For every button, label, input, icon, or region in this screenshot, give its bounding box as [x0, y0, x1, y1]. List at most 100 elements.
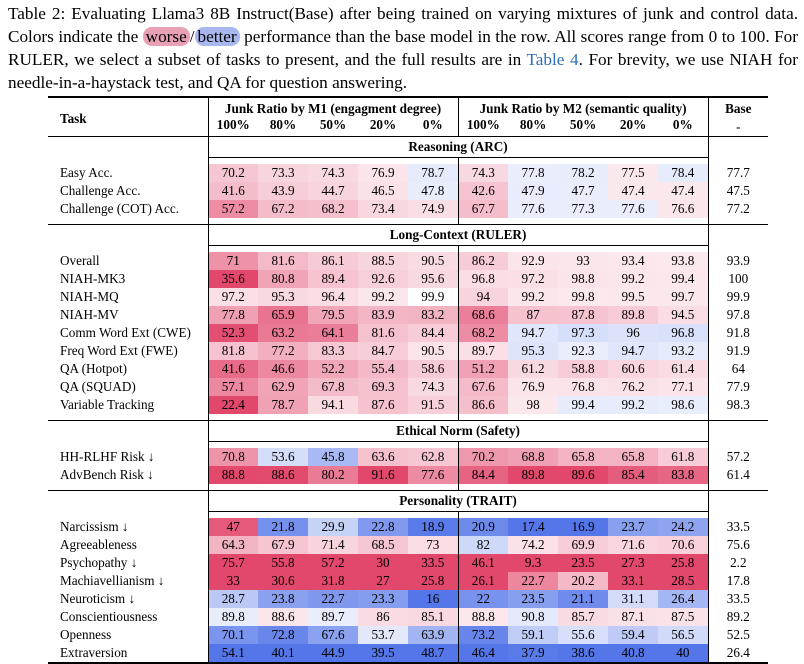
- m1-score-cell: 62.9: [258, 378, 308, 396]
- m2-score-cell: 97.2: [508, 270, 559, 288]
- m2-score-cell: 89.8: [608, 306, 659, 324]
- m2-score-cell: 89.7: [457, 342, 509, 360]
- m1-score-cell: 41.6: [207, 182, 258, 200]
- table-row: Psychopathy ↓ 75.7 55.8 57.2 30 33.5 46.1 9.3 23…: [48, 554, 769, 572]
- m2-score-cell: 95.3: [508, 342, 559, 360]
- base-score-cell: 77.9: [707, 378, 769, 396]
- m1-score-cell: 71: [207, 252, 258, 270]
- m1-score-cell: 67.9: [258, 536, 308, 554]
- m1-score-cell: 16: [408, 590, 459, 608]
- m2-score-cell: 42.6: [457, 182, 509, 200]
- m2-score-cell: 77.5: [608, 164, 659, 182]
- m1-score-cell: 67.6: [308, 626, 358, 644]
- m2-score-cell: 46.4: [457, 644, 509, 664]
- m2-score-cell: 61.2: [508, 360, 559, 378]
- m2-score-cell: 74.3: [457, 164, 509, 182]
- section-gap: [48, 218, 769, 225]
- table-row: QA (Hotpot) 41.6 46.6 52.2 55.4 58.6 51.2 61.2 5…: [48, 360, 769, 378]
- m1-score-cell: 97.2: [207, 288, 258, 306]
- m1-score-cell: 90.5: [408, 342, 459, 360]
- m1-score-cell: 18.9: [408, 518, 459, 536]
- section-spacer: [48, 420, 208, 442]
- m1-score-cell: 89.8: [207, 608, 258, 626]
- m1-score-cell: 40.1: [258, 644, 308, 664]
- m2-score-cell: 28.5: [658, 572, 709, 590]
- m1-score-cell: 63.2: [258, 324, 308, 342]
- m1-score-cell: 65.9: [258, 306, 308, 324]
- caption-text-1: Table 2: Evaluating Llama3 8B Instruct(B…: [8, 4, 798, 46]
- m2-score-cell: 78.2: [558, 164, 609, 182]
- section-gap: [48, 441, 769, 448]
- base-score-cell: 93.9: [707, 252, 769, 270]
- section-header-row: Personality (TRAIT): [48, 490, 769, 512]
- m2-score-cell: 68.6: [457, 306, 509, 324]
- table-4-link[interactable]: Table 4: [526, 50, 579, 69]
- m2-score-cell: 77.1: [658, 378, 709, 396]
- m1-score-cell: 53.6: [258, 448, 308, 466]
- m2-score-cell: 87.8: [558, 306, 609, 324]
- m1-score-cell: 76.9: [358, 164, 408, 182]
- m2-score-cell: 67.6: [457, 378, 509, 396]
- base-score-cell: 17.8: [707, 572, 769, 590]
- m1-ratio-header: 0%: [422, 117, 443, 132]
- m2-score-cell: 90.8: [508, 608, 559, 626]
- m1-score-cell: 81.6: [358, 324, 408, 342]
- m1-score-cell: 58.6: [408, 360, 459, 378]
- base-score-cell: 98.3: [707, 396, 769, 414]
- m2-score-cell: 94.7: [608, 342, 659, 360]
- m1-score-cell: 79.5: [308, 306, 358, 324]
- table-row: Comm Word Ext (CWE) 52.3 63.2 64.1 81.6 84.4 6…: [48, 324, 769, 342]
- task-name: Narcissism ↓: [60, 519, 129, 534]
- m2-score-cell: 23.5: [558, 554, 609, 572]
- m1-score-cell: 88.5: [358, 252, 408, 270]
- table-row: Easy Acc. 70.2 73.3 74.3 76.9 78.7 74.3 77.8 78.…: [48, 164, 769, 182]
- m1-score-cell: 52.3: [207, 324, 258, 342]
- m2-score-cell: 93.4: [608, 252, 659, 270]
- m2-score-cell: 68.2: [457, 324, 509, 342]
- task-name: Neuroticism ↓: [60, 591, 136, 606]
- base-score-cell: 2.2: [707, 554, 769, 572]
- m1-score-cell: 30.6: [258, 572, 308, 590]
- m1-score-cell: 54.1: [207, 644, 258, 664]
- section-spacer: [707, 490, 769, 512]
- section-gap: [48, 511, 769, 518]
- m2-score-cell: 40: [658, 644, 709, 664]
- m1-score-cell: 92.6: [358, 270, 408, 288]
- m1-score-cell: 57.1: [207, 378, 258, 396]
- m2-score-cell: 76.8: [558, 378, 609, 396]
- task-name: Variable Tracking: [60, 397, 155, 412]
- m1-score-cell: 73: [408, 536, 459, 554]
- task-name: HH-RLHF Risk ↓: [60, 449, 155, 464]
- base-score-cell: 77.7: [707, 164, 769, 182]
- m2-score-cell: 92.3: [558, 342, 609, 360]
- better-highlight: better: [194, 27, 240, 46]
- m2-score-cell: 99.4: [558, 396, 609, 414]
- m2-score-cell: 23.7: [608, 518, 659, 536]
- m1-score-cell: 68.2: [308, 200, 358, 218]
- m2-score-cell: 94.7: [508, 324, 559, 342]
- gap-cell: [707, 218, 769, 225]
- m2-score-cell: 99.5: [608, 288, 659, 306]
- m2-score-cell: 83.8: [658, 466, 709, 484]
- task-name: Comm Word Ext (CWE): [60, 325, 191, 340]
- m2-score-cell: 78.4: [658, 164, 709, 182]
- m2-score-cell: 86.2: [457, 252, 509, 270]
- base-score-cell: 100: [707, 270, 769, 288]
- gap-cell: [207, 414, 258, 421]
- task-name: Overall: [60, 253, 100, 268]
- caption-text-2: performance than the base model in the r…: [8, 27, 798, 69]
- m1-score-cell: 44.7: [308, 182, 358, 200]
- m2-score-cell: 51.2: [457, 360, 509, 378]
- table-row: Agreeableness 64.3 67.9 71.4 68.5 73 82 74.2 69.…: [48, 536, 769, 554]
- m1-score-cell: 52.2: [308, 360, 358, 378]
- m1-score-cell: 99.9: [421, 289, 445, 304]
- m1-score-cell: 78.7: [408, 164, 459, 182]
- m1-score-cell: 80.8: [258, 270, 308, 288]
- table-caption: Table 2: Evaluating Llama3 8B Instruct(B…: [8, 2, 798, 94]
- m1-score-cell: 23.3: [358, 590, 408, 608]
- table-row: AdvBench Risk ↓ 88.8 88.6 80.2 91.6 77.6 84.4 8…: [48, 466, 769, 484]
- m2-score-cell: 99.7: [658, 288, 709, 306]
- task-name: Conscientiousness: [60, 609, 158, 624]
- m2-score-cell: 26.1: [457, 572, 509, 590]
- m1-score-cell: 41.6: [207, 360, 258, 378]
